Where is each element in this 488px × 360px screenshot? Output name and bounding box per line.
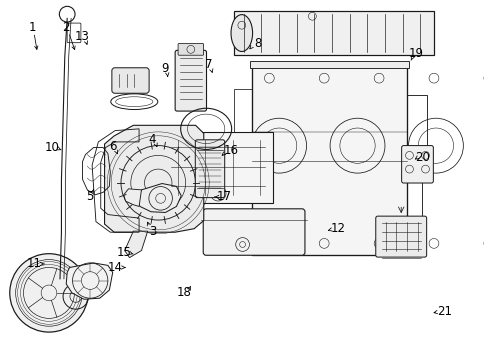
Text: 12: 12 (330, 222, 345, 235)
Polygon shape (123, 189, 141, 206)
Text: 14: 14 (107, 261, 122, 274)
FancyBboxPatch shape (401, 145, 432, 183)
Text: 10: 10 (44, 141, 59, 154)
Bar (234, 89, 251, 198)
Text: 7: 7 (204, 58, 212, 71)
Bar (251, 66, 407, 255)
Bar (249, 60, 408, 68)
Bar (233, 12, 433, 55)
Text: 11: 11 (27, 257, 42, 270)
Ellipse shape (230, 15, 252, 51)
Text: 17: 17 (217, 190, 231, 203)
Text: 16: 16 (223, 144, 238, 157)
FancyBboxPatch shape (178, 44, 203, 55)
Text: 6: 6 (109, 140, 116, 153)
FancyBboxPatch shape (112, 68, 149, 93)
FancyBboxPatch shape (203, 209, 305, 255)
Text: 3: 3 (148, 225, 156, 238)
Text: 4: 4 (148, 133, 156, 146)
Polygon shape (104, 125, 203, 232)
Circle shape (10, 254, 88, 332)
Polygon shape (137, 184, 181, 212)
Text: 20: 20 (414, 150, 429, 163)
Polygon shape (66, 263, 112, 299)
FancyBboxPatch shape (375, 216, 426, 257)
Text: 19: 19 (408, 47, 423, 60)
Text: 18: 18 (177, 286, 192, 299)
Polygon shape (124, 231, 147, 258)
Text: 5: 5 (86, 190, 94, 203)
Text: 2: 2 (62, 21, 70, 34)
Text: 13: 13 (75, 30, 90, 42)
FancyBboxPatch shape (195, 140, 224, 198)
Bar (407, 95, 426, 161)
Text: 21: 21 (436, 305, 451, 318)
Bar (163, 132, 273, 203)
Text: 9: 9 (162, 62, 169, 75)
FancyBboxPatch shape (175, 50, 206, 111)
Bar (407, 176, 421, 217)
Text: 1: 1 (29, 21, 37, 34)
Text: 15: 15 (116, 246, 131, 259)
Text: 8: 8 (254, 37, 261, 50)
